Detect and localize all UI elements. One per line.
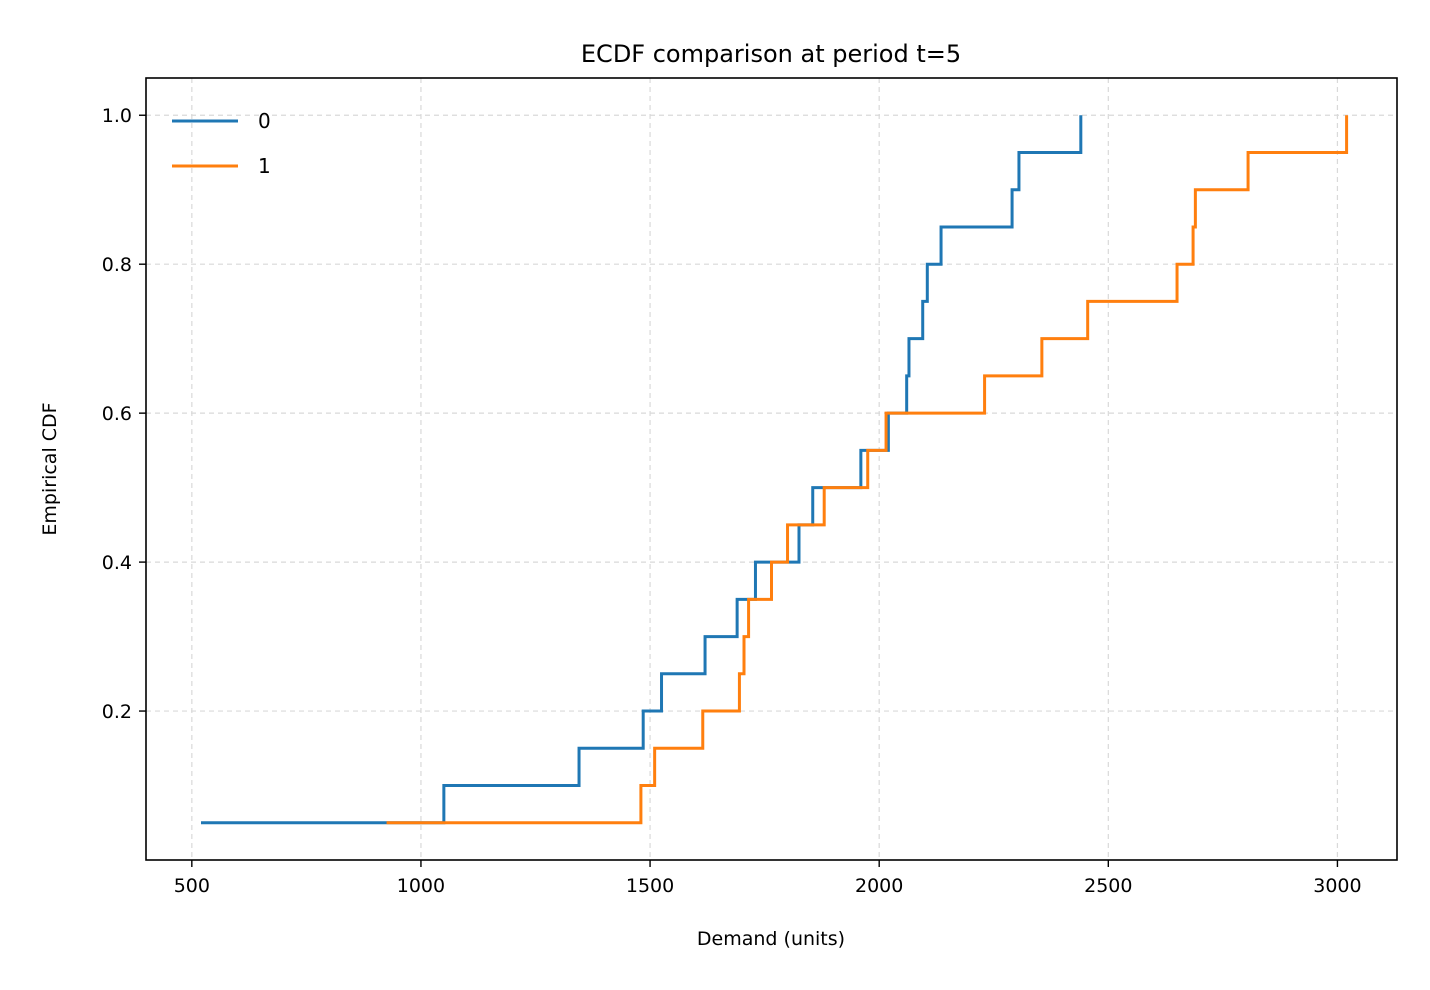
series-1-line	[386, 115, 1349, 825]
x-tick-label: 500	[174, 875, 210, 897]
x-tick-label: 3000	[1313, 875, 1361, 897]
chart-title: ECDF comparison at period t=5	[581, 40, 961, 68]
plot-frame	[145, 77, 1398, 861]
y-tick-label: 0.2	[102, 701, 132, 723]
x-tick-label: 2500	[1084, 875, 1132, 897]
x-axis-ticks: 500 1000 1500 2000 2500 3000	[174, 860, 1362, 897]
y-tick-label: 0.4	[102, 552, 132, 574]
legend: 01	[172, 109, 271, 178]
x-tick-label: 1500	[626, 875, 674, 897]
x-tick-label: 2000	[855, 875, 903, 897]
x-axis-label: Demand (units)	[697, 928, 845, 950]
legend-label-1: 1	[258, 154, 271, 178]
y-tick-label: 0.6	[102, 403, 132, 425]
y-tick-label: 0.8	[102, 254, 132, 276]
legend-label-0: 0	[258, 109, 271, 133]
series-layer	[200, 115, 1349, 825]
y-tick-label: 1.0	[102, 105, 132, 127]
y-axis-ticks: 0.2 0.4 0.6 0.8 1.0	[102, 105, 146, 723]
y-axis-label: Empirical CDF	[39, 402, 61, 535]
x-tick-label: 1000	[397, 875, 445, 897]
grid-lines	[146, 78, 1397, 860]
